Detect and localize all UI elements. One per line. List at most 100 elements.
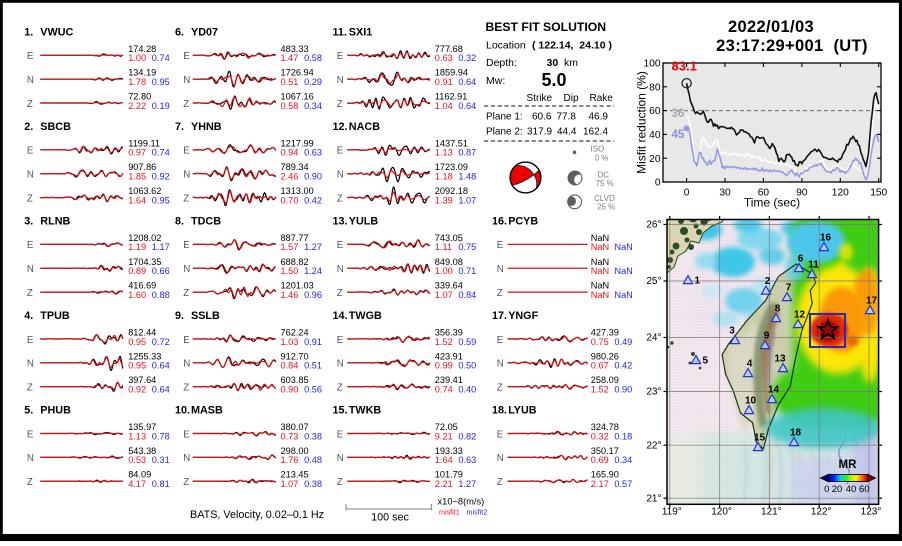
- svg-text:0.67: 0.67: [591, 361, 609, 371]
- svg-text:36: 36: [672, 108, 685, 120]
- svg-text:E: E: [337, 51, 344, 62]
- svg-text:Z: Z: [183, 288, 189, 299]
- svg-text:misfit2: misfit2: [467, 508, 488, 517]
- svg-text:543.38: 543.38: [128, 446, 156, 456]
- svg-text:1.07: 1.07: [435, 290, 453, 300]
- svg-text:2022/01/03: 2022/01/03: [728, 18, 814, 36]
- svg-text:2.: 2.: [24, 121, 33, 133]
- svg-text:ISO: ISO: [591, 145, 605, 154]
- svg-text:20: 20: [832, 484, 843, 495]
- svg-text:90: 90: [796, 188, 808, 199]
- svg-text:9: 9: [764, 331, 770, 342]
- svg-text:0.40: 0.40: [458, 384, 476, 394]
- svg-text:0.92: 0.92: [152, 172, 170, 182]
- svg-text:1.07: 1.07: [458, 195, 476, 205]
- svg-text:0.64: 0.64: [458, 101, 476, 111]
- svg-text:45: 45: [672, 129, 685, 141]
- svg-text:5: 5: [703, 356, 709, 367]
- svg-text:1.19: 1.19: [128, 242, 146, 252]
- svg-text:2.17: 2.17: [591, 479, 609, 489]
- svg-text:1.48: 1.48: [458, 172, 476, 182]
- svg-text:4.17: 4.17: [128, 479, 146, 489]
- svg-text:NaN: NaN: [614, 290, 632, 300]
- svg-text:3: 3: [729, 326, 735, 337]
- svg-text:Z: Z: [183, 193, 189, 204]
- svg-text:0.49: 0.49: [614, 337, 632, 347]
- svg-text:0: 0: [684, 188, 690, 199]
- svg-text:Z: Z: [497, 288, 503, 299]
- svg-text:N: N: [337, 170, 344, 181]
- svg-text:120: 120: [832, 188, 849, 199]
- svg-text:E: E: [27, 146, 34, 157]
- svg-text:18.: 18.: [492, 405, 507, 417]
- svg-text:84.09: 84.09: [128, 470, 151, 480]
- svg-text:0.91: 0.91: [435, 77, 453, 87]
- svg-text:9.21: 9.21: [435, 431, 453, 441]
- svg-text:743.05: 743.05: [435, 233, 463, 243]
- svg-text:13: 13: [774, 354, 786, 365]
- svg-text:150: 150: [870, 188, 887, 199]
- svg-text:Z: Z: [337, 99, 343, 110]
- svg-text:DC: DC: [598, 171, 610, 180]
- svg-text:TWKB: TWKB: [349, 405, 382, 417]
- svg-text:14.: 14.: [333, 310, 348, 322]
- svg-text:0.82: 0.82: [458, 431, 476, 441]
- svg-text:N: N: [27, 453, 34, 464]
- svg-text:Rake: Rake: [590, 93, 614, 104]
- svg-text:0.42: 0.42: [304, 195, 322, 205]
- svg-text:16.: 16.: [492, 215, 507, 227]
- svg-text:1255.33: 1255.33: [128, 351, 161, 361]
- svg-text:80: 80: [649, 82, 661, 93]
- svg-text:E: E: [27, 429, 34, 440]
- svg-text:100: 100: [644, 59, 661, 70]
- svg-text:2092.18: 2092.18: [435, 186, 468, 196]
- svg-text:1162.91: 1162.91: [435, 92, 468, 102]
- svg-text:0.70: 0.70: [281, 195, 299, 205]
- svg-text:SXI1: SXI1: [349, 26, 372, 38]
- svg-text:46.9: 46.9: [589, 112, 609, 123]
- svg-text:603.85: 603.85: [281, 375, 309, 385]
- svg-text:60: 60: [859, 484, 870, 495]
- svg-text:77.8: 77.8: [557, 112, 577, 123]
- svg-text:NaN: NaN: [591, 242, 609, 252]
- svg-text:1437.51: 1437.51: [435, 138, 468, 148]
- svg-text:0.92: 0.92: [128, 384, 146, 394]
- svg-text:0.32: 0.32: [458, 53, 476, 63]
- svg-text:1067.16: 1067.16: [281, 92, 314, 102]
- svg-text:762.24: 762.24: [281, 327, 309, 337]
- svg-text:misfit1: misfit1: [439, 508, 460, 517]
- svg-text:8: 8: [775, 304, 781, 315]
- svg-text:0.99: 0.99: [435, 361, 453, 371]
- svg-text:Strike: Strike: [527, 93, 553, 104]
- svg-text:0.78: 0.78: [152, 431, 170, 441]
- svg-text:E: E: [497, 335, 504, 346]
- svg-text:1.64: 1.64: [435, 455, 453, 465]
- svg-text:PCYB: PCYB: [508, 215, 538, 227]
- svg-text:0.88: 0.88: [152, 290, 170, 300]
- svg-text:174.28: 174.28: [128, 44, 156, 54]
- svg-text:E: E: [497, 429, 504, 440]
- svg-text:MASB: MASB: [191, 405, 223, 417]
- svg-text:0.97: 0.97: [128, 148, 146, 158]
- svg-text:18: 18: [790, 428, 802, 439]
- svg-text:E: E: [183, 335, 190, 346]
- svg-text:2.46: 2.46: [281, 172, 299, 182]
- svg-text:NaN: NaN: [591, 257, 609, 267]
- svg-text:0.90: 0.90: [304, 172, 322, 182]
- svg-text:0.63: 0.63: [304, 148, 322, 158]
- svg-text:Z: Z: [27, 193, 33, 204]
- svg-text:Z: Z: [183, 382, 189, 393]
- svg-text:30: 30: [547, 57, 559, 69]
- svg-text:0.38: 0.38: [304, 431, 322, 441]
- svg-text:26°: 26°: [646, 220, 661, 231]
- svg-text:380.07: 380.07: [281, 422, 309, 432]
- svg-text:E: E: [27, 51, 34, 62]
- svg-text:0.19: 0.19: [152, 101, 170, 111]
- svg-text:E: E: [337, 429, 344, 440]
- svg-text:Z: Z: [497, 382, 503, 393]
- svg-text:NaN: NaN: [591, 233, 609, 243]
- svg-text:0.75: 0.75: [591, 337, 609, 347]
- svg-text:0.89: 0.89: [128, 266, 146, 276]
- svg-text:CLVD: CLVD: [594, 194, 615, 203]
- svg-text:N: N: [497, 453, 504, 464]
